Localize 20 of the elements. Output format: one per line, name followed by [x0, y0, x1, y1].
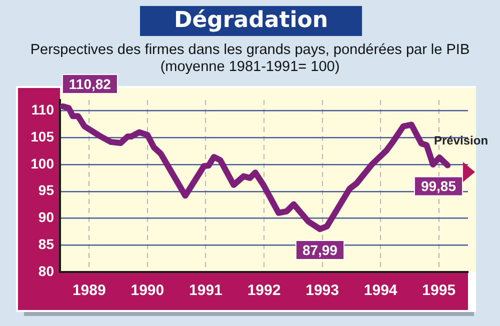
x-tick-label: 1992 — [247, 282, 281, 300]
y-tick-label: 80 — [38, 262, 54, 279]
annotation: Prévision — [434, 134, 488, 148]
x-tick-label: 1994 — [364, 282, 398, 300]
annotation: 99,85 — [420, 178, 456, 194]
y-tick-label: 105 — [30, 128, 54, 144]
x-tick-label: 1993 — [306, 282, 339, 300]
y-tick-label: 110 — [31, 102, 54, 118]
chart-title: Dégradation — [140, 6, 362, 36]
y-tick-label: 85 — [38, 236, 54, 252]
chart-subtitle: Perspectives des firmes dans les grands pays, pondérées par le PIB (moyenne 1981-1991= 100) — [29, 42, 471, 76]
x-tick-label: 1990 — [130, 282, 164, 300]
y-tick-label: 90 — [38, 209, 54, 226]
y-tick-label: 100 — [30, 155, 54, 172]
x-tick-label: 1991 — [189, 282, 222, 300]
annotation: 87,99 — [302, 242, 338, 258]
x-tick-label: 1989 — [72, 282, 106, 300]
annotation: 110,82 — [68, 76, 112, 92]
y-tick-label: 95 — [38, 182, 54, 198]
x-tick-label: 1995 — [422, 282, 456, 300]
